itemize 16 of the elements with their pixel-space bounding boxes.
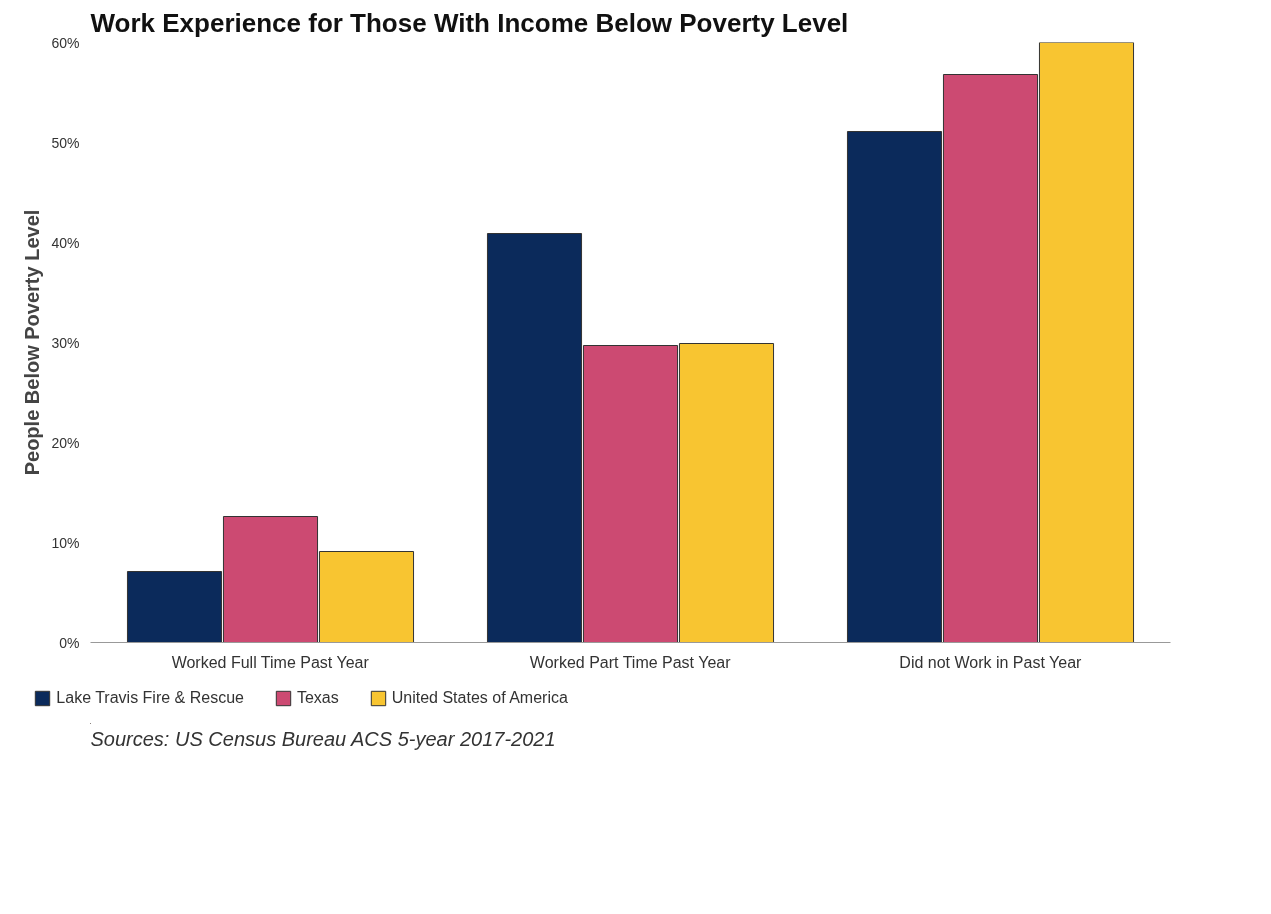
x-tick-label: Worked Full Time Past Year bbox=[171, 653, 370, 671]
legend-label: Lake Travis Fire & Rescue bbox=[56, 689, 244, 707]
legend-label: Texas bbox=[296, 689, 339, 707]
y-tick-label: 10% bbox=[51, 534, 80, 551]
y-axis-title: People Below Poverty Level bbox=[21, 209, 44, 476]
y-tick-label: 30% bbox=[51, 334, 80, 351]
y-tick-label: 60% bbox=[51, 34, 80, 51]
x-tick-label: Worked Part Time Past Year bbox=[529, 653, 732, 671]
legend-label: United States of America bbox=[391, 689, 568, 707]
chart-title: Work Experience for Those With Income Below Poverty Level bbox=[90, 7, 849, 38]
y-tick-label: 40% bbox=[51, 234, 80, 251]
y-tick-label: 0% bbox=[59, 634, 80, 651]
y-tick-label: 50% bbox=[51, 134, 80, 151]
x-tick-label: Did not Work in Past Year bbox=[899, 653, 1083, 671]
y-tick-label: 20% bbox=[51, 434, 80, 451]
source-note: Sources: US Census Bureau ACS 5-year 2017-2021 bbox=[90, 728, 556, 750]
